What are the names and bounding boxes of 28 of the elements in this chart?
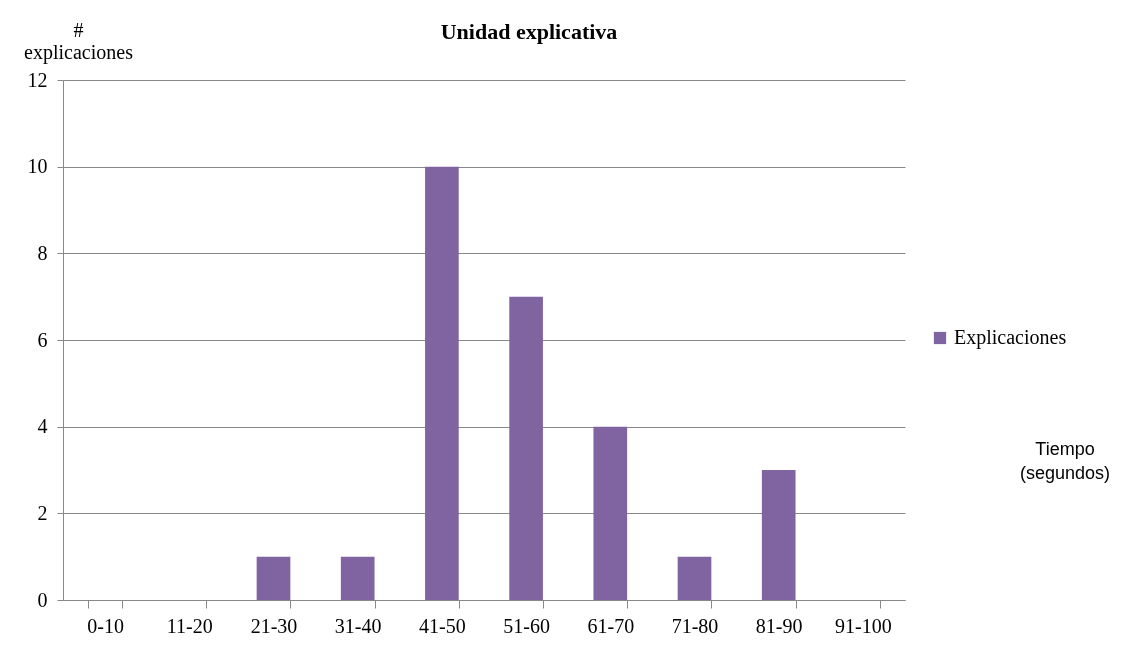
- y-tick-label: 12: [27, 68, 48, 91]
- y-tick-label: 0: [37, 588, 48, 611]
- y-tick-label: 8: [37, 241, 48, 264]
- x-tick-label: 61-70: [587, 614, 635, 637]
- legend-label: Explicaciones: [954, 326, 1067, 349]
- y-tick-label: 6: [37, 328, 48, 351]
- y-tick-label: 10: [27, 155, 48, 178]
- x-tick-label: 71-80: [671, 614, 719, 637]
- bar: [593, 426, 628, 600]
- bar: [256, 556, 291, 600]
- y-tick-label: 2: [37, 501, 48, 524]
- chart-title: Unidad explicativa: [440, 19, 618, 44]
- bar: [425, 166, 459, 600]
- x-tick-label: 21-30: [250, 614, 298, 637]
- bar: [509, 296, 543, 600]
- x-tick-label: 91-100: [835, 614, 892, 637]
- x-tick-label: 0-10: [87, 614, 124, 637]
- text: Tiempo (segundos): [1019, 439, 1111, 483]
- x-tick-label: 11-20: [166, 614, 213, 637]
- bar: [677, 556, 712, 600]
- x-tick-label: 81-90: [755, 614, 803, 637]
- bar: [340, 556, 375, 600]
- y-tick-label: 4: [37, 415, 48, 438]
- y-axis-title: # explicaciones: [24, 18, 134, 64]
- x-tick-label: 51-60: [503, 614, 550, 637]
- x-tick-label: 41-50: [419, 614, 466, 637]
- bar: [761, 470, 796, 600]
- x-tick-label: 31-40: [334, 614, 382, 637]
